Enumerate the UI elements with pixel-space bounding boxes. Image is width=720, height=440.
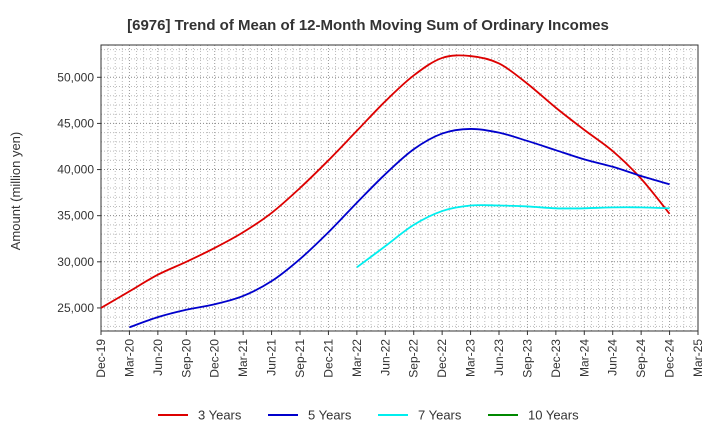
axes: 25,000 30,000 35,000 40,000 45,000 50,000 Dec-… <box>57 44 705 378</box>
plot-frame <box>100 44 699 332</box>
x-tick-label: Jun-22 <box>378 339 392 376</box>
series-line-7-years <box>356 204 670 269</box>
x-tick-label: Dec-19 <box>94 339 108 378</box>
x-tick-label: Sep-21 <box>293 339 307 378</box>
y-tick-label: 25,000 <box>57 301 94 315</box>
legend-label-3-years: 3 Years <box>198 408 242 423</box>
x-tick-label: Jun-24 <box>606 339 620 376</box>
x-tick-label: Dec-24 <box>663 339 677 378</box>
legend-label-5-years: 5 Years <box>308 408 352 423</box>
series-line-3-years <box>100 54 671 309</box>
y-tick-label: 40,000 <box>57 163 94 177</box>
x-tick-label: Mar-21 <box>236 339 250 377</box>
x-tick-label: Mar-23 <box>464 339 478 377</box>
x-tick-label: Mar-25 <box>691 339 705 377</box>
legend-label-7-years: 7 Years <box>418 408 462 423</box>
y-tick-label: 30,000 <box>57 255 94 269</box>
x-tick-label: Mar-20 <box>122 339 136 377</box>
legend-label-10-years: 10 Years <box>528 408 579 423</box>
x-tick-label: Dec-21 <box>321 339 335 378</box>
chart-title: [6976] Trend of Mean of 12-Month Moving … <box>127 17 609 34</box>
x-tick-label: Dec-20 <box>208 339 222 378</box>
x-tick-label: Jun-20 <box>151 339 165 376</box>
x-tick-label: Sep-24 <box>634 339 648 378</box>
y-tick-label: 50,000 <box>57 70 94 84</box>
x-tick-label: Sep-20 <box>179 339 193 378</box>
x-tick-label: Mar-24 <box>577 339 591 377</box>
series-lines <box>100 54 671 329</box>
x-tick-label: Jun-21 <box>265 339 279 376</box>
x-tick-label: Sep-22 <box>407 339 421 378</box>
legend: 3 Years 5 Years 7 Years 10 Years <box>158 408 579 423</box>
y-axis-label: Amount (million yen) <box>8 132 23 251</box>
x-tick-label: Dec-22 <box>435 339 449 378</box>
grid <box>101 45 698 331</box>
x-tick-label: Mar-22 <box>350 339 364 377</box>
x-tick-label: Jun-23 <box>492 339 506 376</box>
x-tick-label: Dec-23 <box>549 339 563 378</box>
y-tick-label: 45,000 <box>57 116 94 130</box>
x-tick-label: Sep-23 <box>520 339 534 378</box>
series-line-5-years <box>129 128 670 329</box>
y-tick-label: 35,000 <box>57 209 94 223</box>
